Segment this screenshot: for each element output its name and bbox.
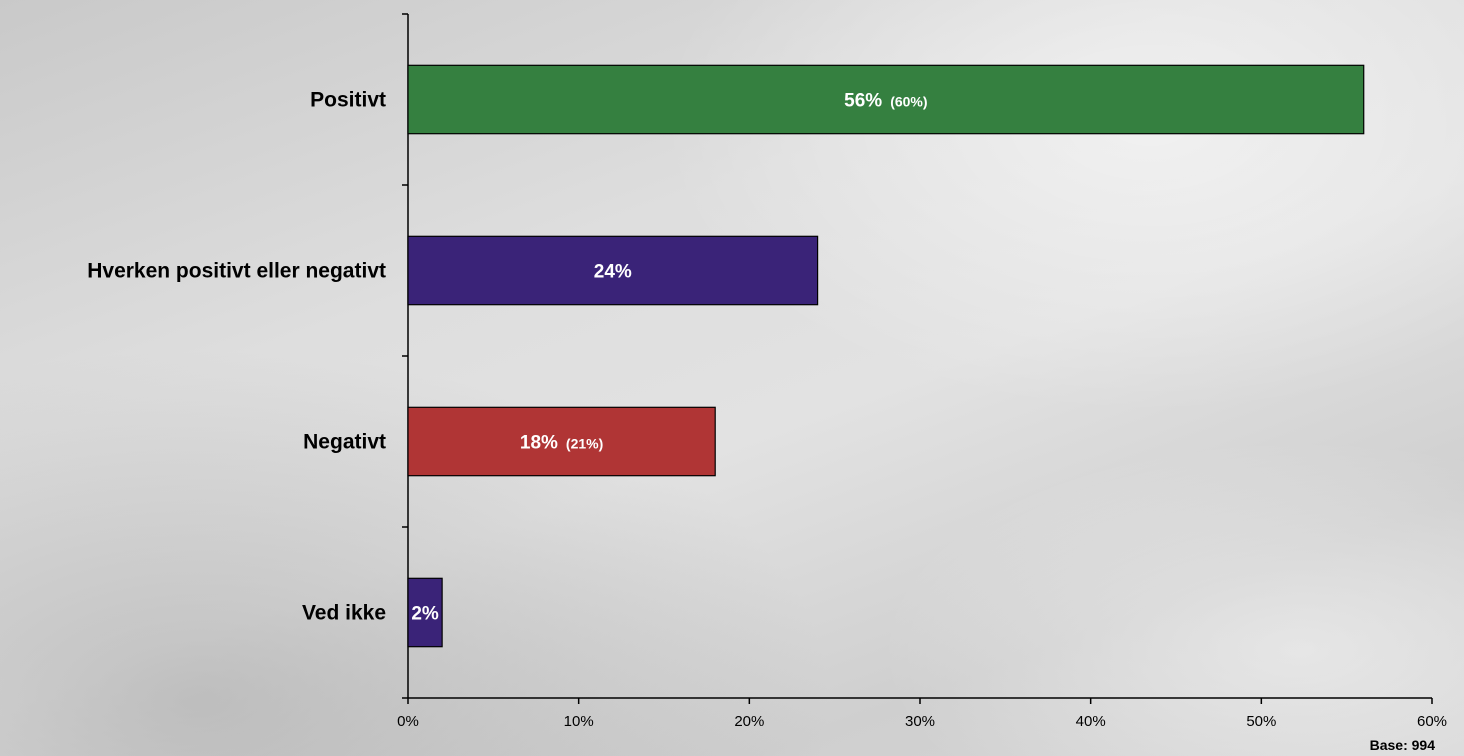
category-label: Hverken positivt eller negativt (87, 260, 386, 283)
category-label: Negativt (303, 431, 386, 454)
x-tick-label: 10% (564, 713, 594, 730)
x-tick-label: 0% (397, 713, 419, 730)
bar (407, 406, 716, 477)
bar (407, 64, 1365, 135)
category-label: Ved ikke (302, 602, 386, 625)
category-label: Positivt (310, 89, 386, 112)
x-tick-label: 30% (905, 713, 935, 730)
x-tick-label: 40% (1076, 713, 1106, 730)
data-label: 56% (60%) (844, 91, 927, 112)
x-tick-label: 50% (1246, 713, 1276, 730)
data-label: 18% (21%) (520, 433, 603, 454)
bar (407, 235, 819, 306)
base-note: Base: 994 (1369, 737, 1435, 753)
x-tick-label: 60% (1417, 713, 1447, 730)
data-label: 2% (411, 604, 439, 625)
x-tick-label: 20% (734, 713, 764, 730)
bar (407, 577, 443, 648)
data-label: 24% (594, 262, 632, 283)
